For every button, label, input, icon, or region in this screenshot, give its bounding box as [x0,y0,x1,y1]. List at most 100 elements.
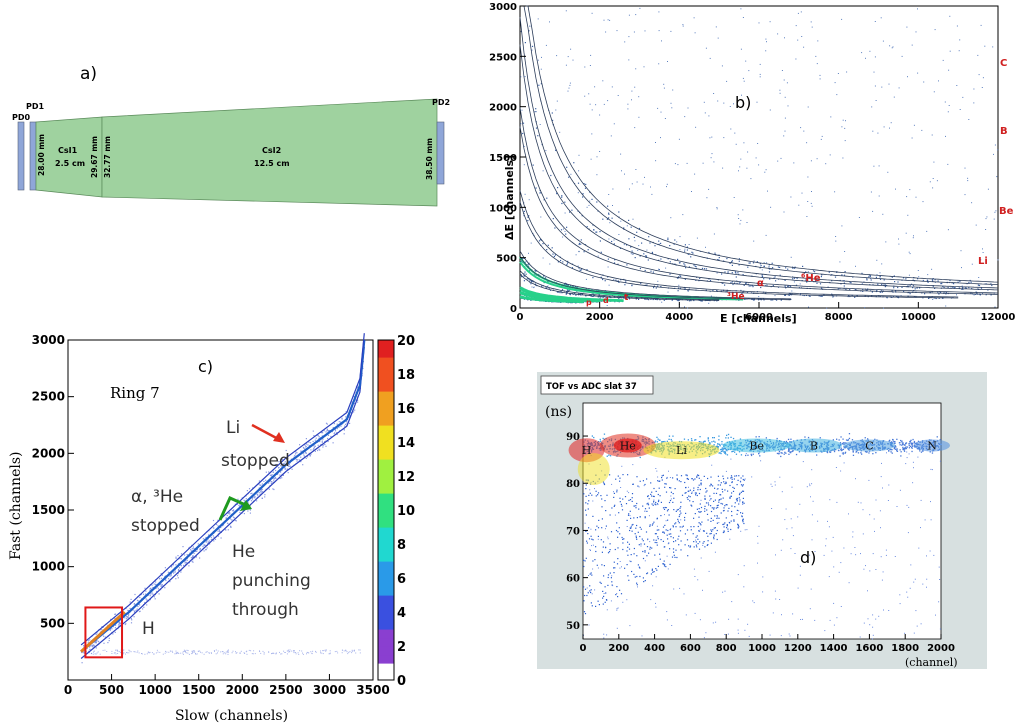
scatter-point [735,475,738,477]
scatter-point [312,449,314,451]
scatter-point [543,199,545,201]
scatter-point [917,8,918,10]
scatter-point [196,550,198,552]
scatter-point [854,296,856,298]
scatter-point [721,282,723,284]
scatter-point [739,223,741,225]
scatter-point [633,31,635,33]
scatter-point [602,546,604,548]
scatter-point [657,285,659,287]
scatter-point [952,286,954,288]
band-curve [519,286,624,302]
scatter-point [561,195,563,197]
scatter-point [589,103,591,105]
scatter-point [272,477,274,480]
scatter-point [527,220,529,222]
scatter-point [192,555,194,557]
scatter-point [592,560,594,562]
annot-he-line1: He [232,542,255,562]
scatter-point [145,593,147,595]
scatter-point [271,652,273,654]
scatter-point [657,480,659,482]
scatter-point [89,639,91,641]
scatter-point [561,202,563,205]
scatter-point [362,367,364,370]
scatter-point [315,650,316,652]
scatter-point [784,279,786,281]
scatter-point [325,431,327,433]
y-tick-label: 0 [510,304,517,315]
scatter-point [780,455,782,458]
scatter-point [309,445,311,447]
scatter-point [208,540,210,542]
scatter-point [928,296,930,298]
csi2-length: 12.5 cm [254,159,290,168]
scatter-point [228,511,230,513]
scatter-point [623,227,625,229]
scatter-point [212,535,214,537]
scatter-point [684,492,686,494]
scatter-point [601,506,603,508]
scatter-point [333,433,335,435]
arrow-li-head [273,432,285,443]
scatter-point [903,449,905,451]
scatter-point [757,143,759,144]
scatter-point [640,282,642,284]
scatter-point [746,167,748,169]
scatter-point [293,650,295,652]
scatter-point [111,628,113,630]
scatter-point [908,447,911,449]
scatter-point [740,491,742,493]
scatter-point [294,454,296,457]
scatter-point [686,497,688,499]
scatter-point [609,19,611,21]
scatter-point [731,451,733,453]
scatter-point [248,488,251,490]
scatter-point [600,276,602,278]
scatter-point [139,596,141,599]
scatter-point [914,288,916,290]
scatter-point [716,289,718,292]
scatter-point [663,83,665,85]
scatter-point [351,649,353,651]
scatter-point [575,294,577,296]
scatter-point [695,279,697,281]
scatter-point [763,299,765,301]
scatter-point [646,284,648,286]
scatter-point [721,450,723,452]
scatter-point [674,263,676,265]
scatter-point [602,218,604,220]
scatter-point [278,461,280,463]
scatter-point [185,652,187,654]
scatter-point [672,89,674,91]
scatter-point [349,651,351,653]
scatter-point [288,651,290,653]
scatter-point [283,462,285,464]
panel-c-xlabel: Slow (channels) [175,708,288,724]
scatter-point [723,530,725,532]
scatter-point [279,651,280,653]
scatter-point [134,651,136,653]
scatter-point [709,137,711,139]
scatter-point [739,166,741,168]
scatter-point [540,192,542,194]
scatter-point [805,271,807,273]
scatter-point [807,176,809,178]
scatter-point [253,650,255,652]
scatter-point [618,512,620,514]
scatter-point [556,291,558,293]
scatter-point [646,573,648,575]
scatter-point [936,180,938,182]
scatter-point [527,278,530,280]
scatter-point [94,642,96,644]
scatter-point [612,205,613,206]
scatter-point [927,281,929,283]
scatter-point [265,471,267,473]
label-p: p [586,298,592,307]
scatter-point [564,230,566,232]
scatter-point [679,236,681,238]
scatter-point [707,437,709,439]
scatter-point [721,448,723,451]
scatter-point [734,451,736,453]
scatter-point [599,114,601,116]
